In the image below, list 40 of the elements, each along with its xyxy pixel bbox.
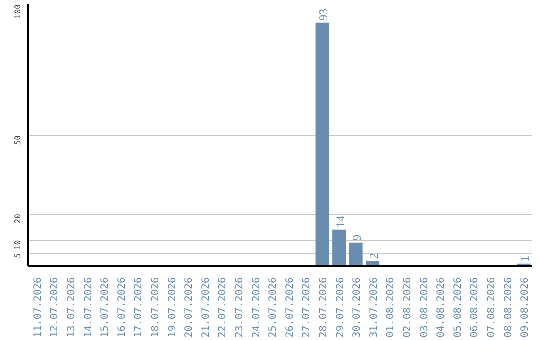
x-tick-label: 23.07.2026 xyxy=(234,277,246,338)
y-tick-label: 100 xyxy=(14,4,22,19)
x-tick-label: 19.07.2026 xyxy=(167,277,178,338)
x-tick-label: 30.07.2026 xyxy=(352,277,364,338)
x-tick-label: 05.08.2026 xyxy=(452,277,464,338)
y-tick-label: 50 xyxy=(14,135,22,146)
y-tick-label: 10 xyxy=(14,240,22,250)
x-tick-label: 13.07.2026 xyxy=(66,277,78,338)
data-label: 14 xyxy=(333,216,348,228)
x-tick-label: 11.07.2026 xyxy=(32,277,44,338)
x-tick-label: 21.07.2026 xyxy=(200,277,212,338)
y-tick-label: 5 xyxy=(14,253,22,258)
x-tick-label: 22.07.2026 xyxy=(218,277,229,338)
x-tick-label: 14.07.2026 xyxy=(83,277,94,338)
x-tick-label: 07.08.2026 xyxy=(486,277,498,338)
y-tick-label: 20 xyxy=(14,214,22,224)
data-label: 1 xyxy=(518,256,532,262)
x-tick-label: 27.07.2026 xyxy=(302,277,313,338)
x-tick-label: 15.07.2026 xyxy=(100,277,112,338)
x-tick-label: 06.08.2026 xyxy=(470,277,481,338)
x-tick-label: 18.07.2026 xyxy=(150,277,162,338)
data-label: 2 xyxy=(366,253,381,260)
x-tick-label: 26.07.2026 xyxy=(284,277,296,338)
x-tick-label: 09.08.2026 xyxy=(520,277,532,338)
x-tick-label: 16.07.2026 xyxy=(116,277,128,338)
x-tick-label: 02.08.2026 xyxy=(402,277,414,338)
x-tick-label: 08.08.2026 xyxy=(503,277,514,338)
x-tick-label: 04.08.2026 xyxy=(436,277,448,338)
x-tick-label: 03.08.2026 xyxy=(419,277,430,338)
x-tick-label: 25.07.2026 xyxy=(268,277,280,338)
x-tick-label: 12.07.2026 xyxy=(50,277,61,338)
x-tick-label: 01.08.2026 xyxy=(386,277,397,338)
x-tick-label: 31.07.2026 xyxy=(368,277,380,338)
x-tick-label: 29.07.2026 xyxy=(335,277,346,338)
x-tick-label: 24.07.2026 xyxy=(251,277,262,338)
x-tick-label: 20.07.2026 xyxy=(184,277,196,338)
data-label: 93 xyxy=(316,8,330,21)
x-tick-label: 17.07.2026 xyxy=(134,277,145,338)
x-tick-label: 28.07.2026 xyxy=(318,277,330,338)
data-label: 9 xyxy=(350,234,364,241)
